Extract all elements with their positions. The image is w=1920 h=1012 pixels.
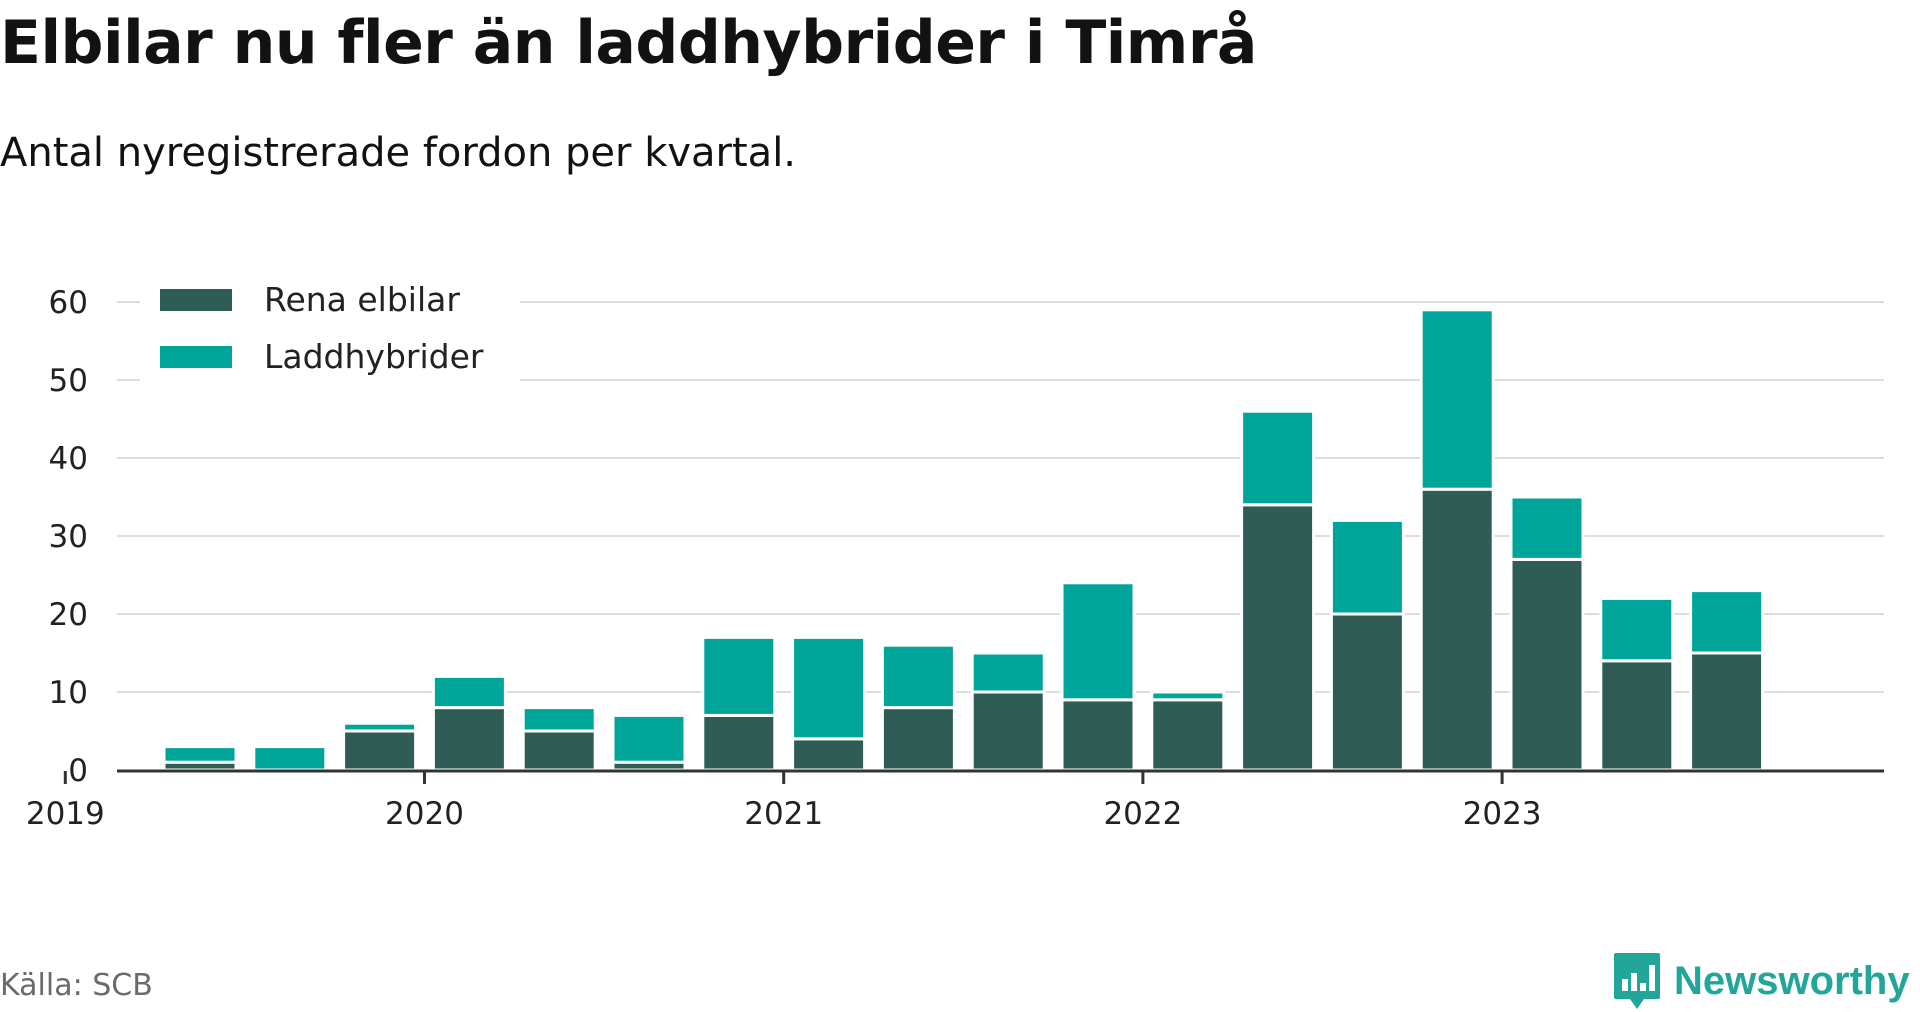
bar-rena-elbilar (1419, 487, 1495, 772)
bar-laddhybrider (1419, 308, 1495, 491)
bar-rena-elbilar (1329, 612, 1405, 772)
bar-laddhybrider (611, 713, 687, 764)
bar-laddhybrider (1060, 581, 1136, 702)
bar-laddhybrider (521, 706, 597, 733)
chart-title: Elbilar nu fler än laddhybrider i Timrå (0, 8, 1257, 78)
bar-laddhybrider (880, 643, 956, 710)
bar-rena-elbilar (701, 713, 777, 772)
legend-swatch-laddhybrider (160, 346, 232, 368)
bar-rena-elbilar (1509, 557, 1585, 772)
bar-rena-elbilar (342, 729, 418, 772)
bar-rena-elbilar (1689, 651, 1765, 772)
bar-laddhybrider (431, 674, 507, 710)
bar-laddhybrider (1689, 589, 1765, 655)
bar-laddhybrider (1329, 518, 1405, 616)
x-tick-label: 2021 (744, 796, 823, 832)
bar-rena-elbilar (970, 690, 1046, 772)
y-tick-label: 0 (68, 753, 88, 789)
y-tick-label: 40 (49, 441, 88, 477)
chart-subtitle: Antal nyregistrerade fordon per kvartal. (0, 130, 797, 176)
brand-name: Newsworthy (1674, 958, 1910, 1003)
x-tick-label: 2022 (1103, 796, 1182, 832)
bar-rena-elbilar (1150, 698, 1226, 772)
bar-laddhybrider (701, 635, 777, 717)
bar-rena-elbilar (521, 729, 597, 772)
bar-rena-elbilar (1240, 503, 1316, 772)
source-note: Källa: SCB (0, 968, 153, 1003)
stacked-bar-chart: 0 10 20 30 40 50 60 2019 2020 2021 2022 2023 Rena el… (25, 280, 1884, 832)
x-tick-label: 2020 (385, 796, 464, 832)
y-tick-label: 20 (49, 597, 88, 633)
bar-rena-elbilar (791, 737, 867, 772)
legend-label-rena-elbilar: Rena elbilar (264, 280, 460, 319)
bar-laddhybrider (1150, 690, 1226, 702)
y-tick-label: 50 (49, 363, 88, 399)
bar-rena-elbilar (1060, 698, 1136, 772)
bar-rena-elbilar (1599, 659, 1675, 772)
newsworthy-logo-icon (1614, 953, 1660, 1009)
y-tick-label: 10 (49, 675, 88, 711)
bar-laddhybrider (791, 635, 867, 741)
x-tick-label: 2023 (1463, 796, 1542, 832)
bar-laddhybrider (252, 745, 328, 772)
bar-laddhybrider (1240, 409, 1316, 507)
legend-swatch-rena-elbilar (160, 289, 232, 311)
bar-rena-elbilar (431, 706, 507, 772)
bar-laddhybrider (162, 745, 238, 764)
brand-logo: Newsworthy (1612, 950, 1910, 1012)
bar-rena-elbilar (880, 706, 956, 772)
bar-laddhybrider (342, 721, 418, 733)
legend-label-laddhybrider: Laddhybrider (264, 337, 484, 376)
y-tick-label: 60 (49, 285, 88, 321)
bar-laddhybrider (1509, 495, 1585, 561)
x-tick-label: 2019 (26, 796, 105, 832)
bar-laddhybrider (970, 651, 1046, 694)
bar-laddhybrider (1599, 596, 1675, 663)
y-tick-label: 30 (49, 519, 88, 555)
